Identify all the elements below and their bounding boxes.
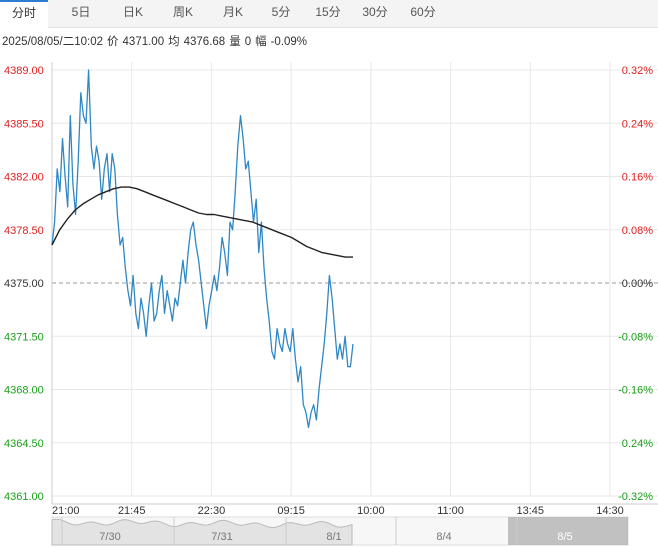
chart-grid [51, 62, 658, 505]
tab-weekly-k[interactable]: 周K [172, 5, 193, 19]
y-tick-label-price: 4361.00 [4, 491, 44, 503]
date-navigator: 7/30 7/31 8/1 8/4 8/5 [51, 516, 629, 546]
y-tick-label-price: 4382.00 [4, 172, 44, 184]
x-tick-label: 14:30 [596, 505, 624, 517]
info-volume: 0 [244, 36, 252, 48]
info-avg: 4376.68 [183, 36, 226, 48]
x-tick-label: 21:45 [118, 505, 146, 517]
tab-intraday[interactable]: 分时 [0, 0, 48, 29]
x-tick-label: 13:45 [517, 505, 545, 517]
navigator-date-label: 7/30 [99, 531, 120, 543]
info-price-label: 价 [107, 36, 119, 48]
y-tick-label-percent: 0.16% [622, 172, 653, 184]
navigator-selection [508, 517, 628, 545]
navigator-date-label: 8/4 [436, 531, 451, 543]
info-change: -0.09% [270, 36, 308, 48]
x-tick-label: 09:15 [277, 505, 305, 517]
x-tick-label: 22:30 [198, 505, 226, 517]
tab-daily-k[interactable]: 日K [122, 5, 143, 19]
info-price: 4371.00 [122, 36, 165, 48]
y-tick-label-percent: 0.08% [622, 225, 653, 237]
y-tick-label-percent: -0.16% [618, 385, 653, 397]
y-tick-label-percent: 0.00% [622, 278, 653, 290]
y-tick-label-price: 4375.00 [4, 278, 44, 290]
navigator-date-label: 8/5 [557, 531, 572, 543]
price-line [51, 69, 354, 429]
tab-30-min[interactable]: 30分 [362, 5, 388, 19]
y-tick-label-price: 4371.50 [4, 331, 44, 343]
y-axis-price-labels: 4389.00 4385.50 4382.00 4378.50 4375.00 4371.… [4, 65, 44, 503]
tab-5-day[interactable]: 5日 [71, 5, 91, 19]
y-axis-percent-labels: 0.32% 0.24% 0.16% 0.08% 0.00% -0.08% -0.16% 0.2… [618, 65, 653, 503]
tab-monthly-k[interactable]: 月K [222, 5, 243, 19]
average-price-line [51, 186, 353, 258]
period-tab-bar: 分时 5日 日K 周K 月K 5分 15分 30分 60分 [0, 0, 658, 29]
navigator-track [51, 516, 629, 546]
info-datetime: 2025/08/05/二10:02 [2, 36, 104, 48]
x-tick-label: 11:00 [437, 505, 464, 517]
x-tick-label: 21:00 [52, 505, 80, 517]
x-tick-label: 10:00 [357, 505, 385, 517]
info-change-label: 幅 [255, 36, 267, 48]
y-tick-label-price: 4368.00 [4, 385, 44, 397]
y-tick-label-percent: 0.24% [622, 438, 653, 450]
y-tick-label-percent: -0.32% [618, 491, 653, 503]
chart-series [51, 69, 354, 429]
info-volume-label: 量 [229, 36, 241, 48]
y-tick-label-price: 4385.50 [4, 118, 44, 130]
y-tick-label-percent: 0.24% [622, 118, 653, 130]
tab-5-min[interactable]: 5分 [271, 5, 291, 19]
navigator-date-label: 7/31 [211, 531, 232, 543]
y-tick-label-percent: -0.08% [618, 331, 653, 343]
y-tick-label-percent: 0.32% [622, 65, 653, 77]
y-tick-label-price: 4378.50 [4, 225, 44, 237]
navigator-date-label: 8/1 [326, 531, 341, 543]
tab-15-min[interactable]: 15分 [315, 5, 341, 19]
y-tick-label-price: 4389.00 [4, 65, 44, 77]
tab-60-min[interactable]: 60分 [410, 5, 436, 19]
navigator-area [51, 518, 353, 546]
y-tick-label-price: 4364.50 [4, 438, 44, 450]
quote-info-bar: 2025/08/05/二10:02 价 4371.00 均 4376.68 量 0 幅 -0.0… [2, 33, 311, 49]
info-avg-label: 均 [168, 36, 180, 48]
x-axis-time-labels: 21:00 21:45 22:30 09:15 10:00 11:00 13:45 14:30 [52, 505, 624, 517]
